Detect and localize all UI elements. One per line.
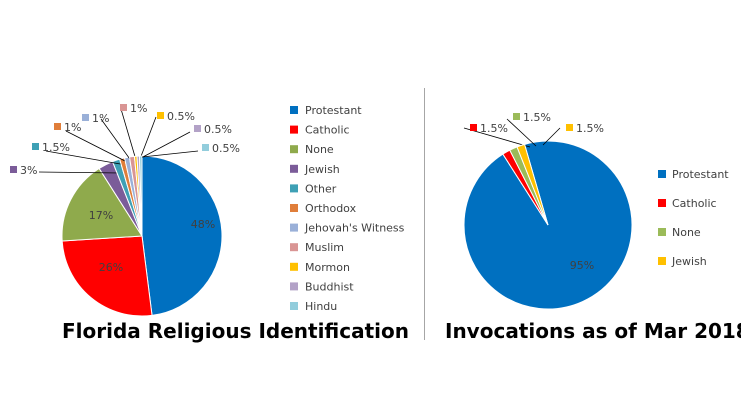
fl-leader-line-mormon <box>139 116 157 160</box>
fl-label-key-muslim <box>120 104 127 111</box>
fl-legend-swatch-orthodox <box>290 204 298 212</box>
inv-label-key-jewish <box>566 124 573 131</box>
fl-legend-swatch-mormon <box>290 262 298 271</box>
fl-legend-label-hindu: Hindu <box>305 300 337 313</box>
fl-slice-none <box>61 167 143 242</box>
fl-label-key-buddhist <box>194 125 201 132</box>
inv-label-key-none <box>513 113 520 120</box>
fl-leader-line-other <box>45 150 127 166</box>
inv-legend-swatch-catholic <box>658 199 666 207</box>
fl-leader-line-hindu <box>141 150 199 158</box>
fl-legend-label-orthodox: Orthodox <box>305 202 357 215</box>
fl-legend-swatch-jehovah-s-witness <box>290 223 298 232</box>
fl-legend-label-mormon: Mormon <box>305 261 350 274</box>
fl-legend-label-protestant: Protestant <box>305 104 362 117</box>
inv-data-label-jewish: 1.5% <box>576 122 604 135</box>
pie-chart-invocations: 95% Protestant 1.5% Catholic 1.5% None 1.5% Jew… <box>463 111 729 310</box>
inv-slice-jewish <box>516 143 549 226</box>
inv-data-label-catholic: 1.5% <box>480 122 508 135</box>
fl-label-key-jehovah-s-witness <box>82 114 89 121</box>
fl-leader-line-jewish <box>38 171 121 174</box>
fl-legend-swatch-buddhist <box>290 282 298 291</box>
inv-leader-line-none <box>506 118 537 147</box>
fl-legend-label-muslim: Muslim <box>305 241 344 254</box>
fl-data-label-jehovah-s-witness: 1% <box>92 112 109 125</box>
fl-leader-line-orthodox <box>65 130 130 164</box>
fl-leader-line-muslim <box>120 108 137 161</box>
fl-legend-label-none: None <box>305 143 334 156</box>
inv-leader-line-catholic <box>463 127 531 148</box>
fl-data-label-catholic: 26% <box>99 261 123 274</box>
fl-leader-line-jehovah-s-witness <box>100 118 133 163</box>
inv-legend-swatch-jewish <box>658 257 666 265</box>
inv-leader-line-jewish <box>542 127 561 146</box>
fl-label-key-mormon <box>157 112 164 119</box>
fl-slice-hindu <box>138 155 143 237</box>
fl-legend-swatch-other <box>290 184 298 193</box>
fl-data-label-muslim: 1% <box>130 102 147 115</box>
fl-data-label-jewish: 3% <box>20 164 37 177</box>
fl-legend-swatch-catholic <box>290 125 298 134</box>
inv-legend-label-protestant: Protestant <box>672 168 729 181</box>
fl-data-label-other: 1.5% <box>42 141 70 154</box>
inv-label-key-catholic <box>470 124 477 131</box>
inv-legend-label-jewish: Jewish <box>671 255 707 268</box>
inv-legend-swatch-protestant <box>658 170 666 178</box>
inv-data-label-none: 1.5% <box>523 111 551 124</box>
fl-legend-label-jehovah-s-witness: Jehovah's Witness <box>304 222 405 235</box>
fl-leader-line-buddhist <box>140 131 191 159</box>
fl-legend-swatch-muslim <box>290 243 298 252</box>
fl-slice-protestant <box>141 155 223 316</box>
pie-chart-florida: 48% Protestant 26% Catholic 17% None 3% Jewish 1… <box>10 102 405 317</box>
fl-data-label-mormon: 0.5% <box>167 110 195 123</box>
fl-legend-swatch-none <box>290 145 298 154</box>
fl-data-label-protestant: 48% <box>191 218 215 231</box>
fl-legend-label-catholic: Catholic <box>305 124 350 137</box>
fl-legend-swatch-protestant <box>290 106 298 114</box>
fl-legend-label-other: Other <box>305 182 337 195</box>
fl-data-label-orthodox: 1% <box>64 121 81 134</box>
fl-legend-swatch-jewish <box>290 164 298 173</box>
chart-divider <box>424 88 425 340</box>
inv-legend-label-catholic: Catholic <box>672 197 717 210</box>
inv-data-label-protestant: 95% <box>570 259 594 272</box>
fl-label-key-jewish <box>10 166 17 173</box>
fl-legend-swatch-hindu <box>290 302 298 310</box>
fl-label-key-hindu <box>202 144 209 151</box>
fl-data-label-buddhist: 0.5% <box>204 123 232 136</box>
fl-data-label-hindu: 0.5% <box>212 142 240 155</box>
fl-slice-catholic <box>61 235 153 317</box>
chart-title-invocations: Invocations as of Mar 2018 <box>445 319 741 343</box>
fl-label-key-orthodox <box>54 123 61 130</box>
chart-title-florida: Florida Religious Identification <box>62 319 409 343</box>
fl-label-key-other <box>32 143 39 150</box>
inv-legend-label-none: None <box>672 226 701 239</box>
fl-legend-label-jewish: Jewish <box>304 163 340 176</box>
fl-data-label-none: 17% <box>89 209 113 222</box>
fl-legend-label-buddhist: Buddhist <box>305 280 354 293</box>
inv-legend-swatch-none <box>658 228 666 236</box>
